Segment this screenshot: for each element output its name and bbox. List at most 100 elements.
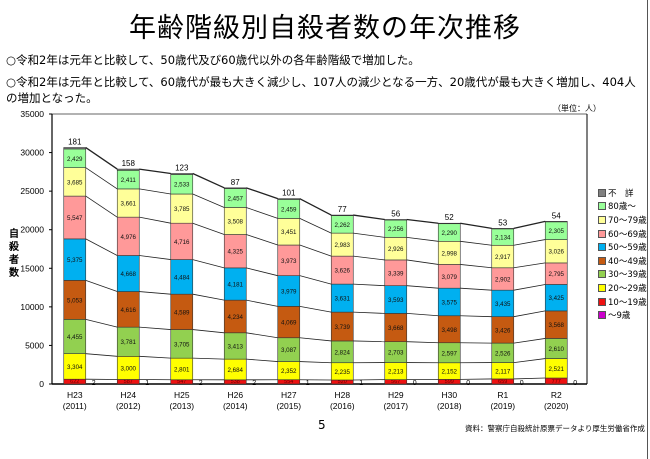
- bar-value-label: 2,703: [388, 350, 404, 357]
- x-tick-label: H29: [388, 390, 404, 400]
- legend-swatch: [598, 256, 606, 265]
- x-tick-label-year: (2016): [330, 401, 355, 411]
- legend-label: 40～49歳: [608, 256, 647, 267]
- bar-value-label: 3,087: [281, 347, 297, 354]
- bar-value-label: 4,325: [228, 249, 244, 256]
- unknown-value-label: 53: [498, 218, 507, 227]
- bar-value-label: 2,262: [335, 222, 351, 229]
- bar-value-label: 3,973: [281, 258, 297, 265]
- bar-value-label: 567: [391, 379, 400, 385]
- series-connector-line: [85, 146, 118, 170]
- x-tick-label-year: (2014): [223, 401, 248, 411]
- legend-label: 60～69歳: [608, 229, 647, 240]
- bar-value-label: 3,425: [549, 295, 565, 302]
- series-connector-line: [299, 198, 332, 216]
- bar-value-label: 3,979: [281, 289, 297, 296]
- series-connector-line: [513, 220, 546, 230]
- x-tick-label-year: (2013): [169, 401, 194, 411]
- series-connector-line: [299, 275, 332, 285]
- bar-value-label: 3,626: [335, 268, 351, 275]
- series-connector-line: [299, 218, 332, 234]
- bar-value-label: 3,575: [442, 299, 458, 306]
- bar-value-label: 2,526: [495, 350, 511, 357]
- series-connector-line: [353, 340, 385, 343]
- series-connector-line: [85, 318, 118, 328]
- bar-value-label: 3,705: [174, 341, 190, 348]
- legend-item: 30～39歳: [598, 268, 647, 282]
- bar-value-label: 4,589: [174, 309, 190, 316]
- bar-value-label: 2,983: [335, 242, 351, 249]
- under-9-value-label: 0: [413, 380, 417, 387]
- bar-value-label: 2,824: [335, 349, 351, 356]
- legend-swatch: [598, 311, 606, 320]
- series-connector-line: [246, 332, 278, 339]
- x-tick-label: H27: [281, 390, 297, 400]
- bar-value-label: 547: [177, 379, 186, 385]
- bar-value-label: 554: [284, 379, 293, 385]
- series-connector-line: [299, 337, 332, 342]
- series-connector-line: [85, 238, 118, 256]
- x-tick-label: H25: [174, 390, 190, 400]
- legend-swatch: [598, 243, 606, 252]
- bar-value-label: 3,668: [388, 325, 404, 332]
- bar-value-label: 3,498: [442, 327, 458, 334]
- bar-segment: [330, 214, 354, 216]
- bar-value-label: 3,631: [335, 296, 351, 303]
- series-connector-line: [85, 353, 118, 357]
- bar-value-label: 2,998: [442, 250, 458, 257]
- bar-value-label: 4,181: [228, 282, 244, 289]
- series-connector-line: [513, 377, 546, 380]
- bar-value-label: 599: [445, 379, 454, 385]
- legend-item: 80歳～: [598, 200, 647, 214]
- bar-value-label: 2,213: [388, 369, 404, 376]
- summary-bullet-1: ○令和2年は元年と比較して、50歳代及び60歳代以外の各年齢階級で増加した。: [6, 53, 420, 67]
- legend-swatch: [598, 202, 606, 211]
- bar-value-label: 2,429: [67, 156, 83, 163]
- x-tick-label: H28: [334, 390, 350, 400]
- series-connector-line: [139, 326, 171, 330]
- legend-label: 70～79歳: [608, 215, 647, 226]
- x-tick-label-year: (2019): [490, 401, 515, 411]
- legend-swatch: [598, 215, 606, 224]
- series-connector-line: [460, 315, 492, 318]
- x-tick-label: R1: [497, 390, 508, 400]
- bar-value-label: 2,235: [335, 369, 351, 376]
- bar-value-label: 2,256: [388, 226, 404, 233]
- bar-value-label: 3,339: [388, 270, 404, 277]
- series-connector-line: [139, 216, 171, 224]
- legend-item: 60～69歳: [598, 227, 647, 241]
- bar-value-label: 2,597: [442, 350, 458, 357]
- bar-value-label: 3,000: [121, 365, 137, 372]
- unit-label: （単位：人）: [553, 104, 601, 113]
- bar-value-label: 659: [498, 379, 507, 385]
- series-connector-line: [353, 311, 385, 314]
- series-connector-line: [353, 232, 385, 238]
- page-number: 5: [318, 418, 326, 432]
- bar-value-label: 2,521: [549, 366, 565, 373]
- x-tick-label-year: (2020): [544, 401, 569, 411]
- x-tick-label-year: (2011): [63, 401, 87, 411]
- legend-label: 不 詳: [608, 188, 634, 199]
- series-connector-line: [192, 293, 225, 301]
- bar-value-label: 2,533: [174, 182, 190, 189]
- page-border: [647, 0, 648, 459]
- series-connector-line: [406, 259, 439, 265]
- bar-value-label: 2,457: [228, 195, 244, 202]
- legend-label: 50～59歳: [608, 243, 647, 254]
- bar-value-label: 622: [70, 379, 79, 385]
- legend-item: 10～19歳: [598, 295, 647, 309]
- bar-value-label: 3,593: [388, 297, 404, 304]
- bar-segment: [491, 228, 515, 230]
- legend-item: 40～49歳: [598, 254, 647, 268]
- bar-value-label: 777: [552, 379, 561, 385]
- legend-label: 10～19歳: [608, 297, 647, 308]
- series-connector-line: [192, 193, 225, 208]
- bar-value-label: 5,547: [67, 215, 83, 222]
- unknown-value-label: 101: [282, 189, 296, 198]
- series-connector-line: [513, 239, 546, 246]
- series-connector-line: [299, 305, 332, 313]
- bar-value-label: 2,134: [495, 235, 511, 242]
- bar-value-label: 2,684: [228, 367, 244, 374]
- series-connector-line: [139, 188, 171, 195]
- series-connector-line: [513, 358, 546, 363]
